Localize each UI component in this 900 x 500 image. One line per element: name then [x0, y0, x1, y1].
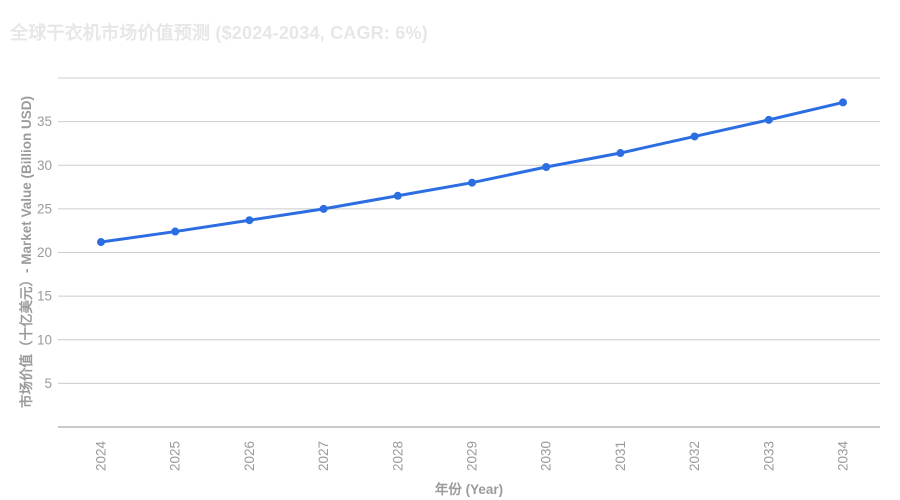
data-point	[468, 178, 476, 187]
x-tick-label: 2028	[390, 441, 405, 471]
y-tick-label: 35	[37, 114, 52, 129]
data-point	[764, 115, 773, 124]
y-tick-label: 5	[44, 376, 52, 391]
x-tick-label: 2032	[687, 441, 702, 471]
y-tick-label: 30	[37, 158, 52, 173]
data-point	[542, 162, 551, 171]
x-tick-label: 2034	[836, 440, 851, 471]
series-line	[99, 100, 845, 244]
x-tick-label: 2033	[761, 441, 776, 471]
data-point	[97, 238, 105, 247]
x-tick-label: 2030	[539, 441, 554, 471]
data-point	[839, 98, 847, 107]
x-tick-label: 2026	[242, 441, 257, 471]
x-tick-label: 2024	[94, 440, 109, 471]
x-tick-label: 2027	[316, 441, 331, 471]
data-point	[319, 204, 328, 213]
y-tick-label: 25	[37, 201, 52, 216]
data-point	[171, 227, 180, 236]
y-tick-label: 20	[37, 245, 52, 260]
x-axis-title: 年份 (Year)	[434, 482, 504, 497]
x-tick-label: 2029	[465, 441, 480, 471]
y-tick-label: 10	[37, 332, 52, 347]
x-tick-label: 2031	[613, 441, 628, 471]
chart-title: 全球干衣机市场价值预测 ($2024-2034, CAGR: 6%)	[10, 23, 428, 43]
data-point	[245, 216, 254, 225]
data-point	[393, 191, 402, 200]
data-point	[616, 149, 625, 158]
x-tick-label: 2025	[168, 441, 183, 471]
y-tick-label: 15	[37, 289, 52, 304]
data-point	[690, 132, 699, 141]
